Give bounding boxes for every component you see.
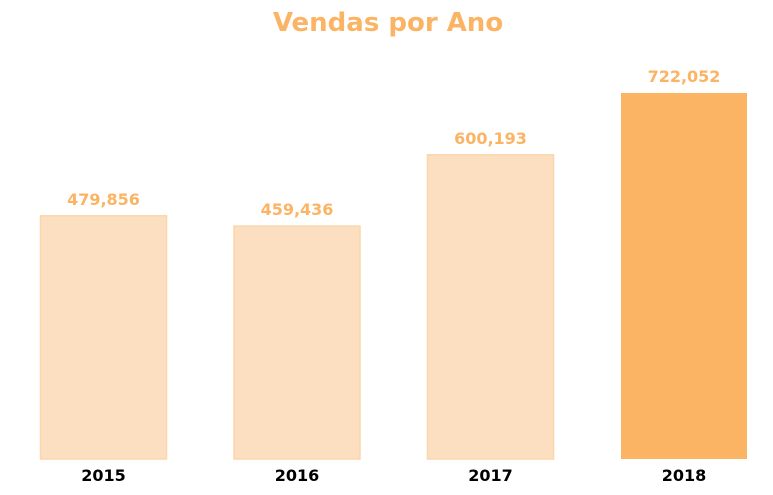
bar-2017 [426, 154, 555, 460]
x-axis-tick-labels: 2015 2016 2017 2018 [81, 466, 706, 485]
x-tick-label-2017: 2017 [468, 466, 513, 485]
value-label-2018: 722,052 [648, 67, 721, 86]
value-label-2015: 479,856 [67, 190, 140, 209]
chart-title: Vendas por Ano [273, 8, 503, 38]
bars-group [39, 93, 747, 460]
bar-2018 [621, 93, 747, 459]
bar-2015 [39, 215, 168, 460]
x-tick-label-2015: 2015 [81, 466, 126, 485]
value-label-2016: 459,436 [261, 200, 334, 219]
x-tick-label-2016: 2016 [275, 466, 320, 485]
bar-2016 [233, 225, 361, 460]
value-labels-group: 479,856 459,436 600,193 722,052 [67, 67, 720, 219]
value-label-2017: 600,193 [454, 129, 527, 148]
x-tick-label-2018: 2018 [662, 466, 707, 485]
